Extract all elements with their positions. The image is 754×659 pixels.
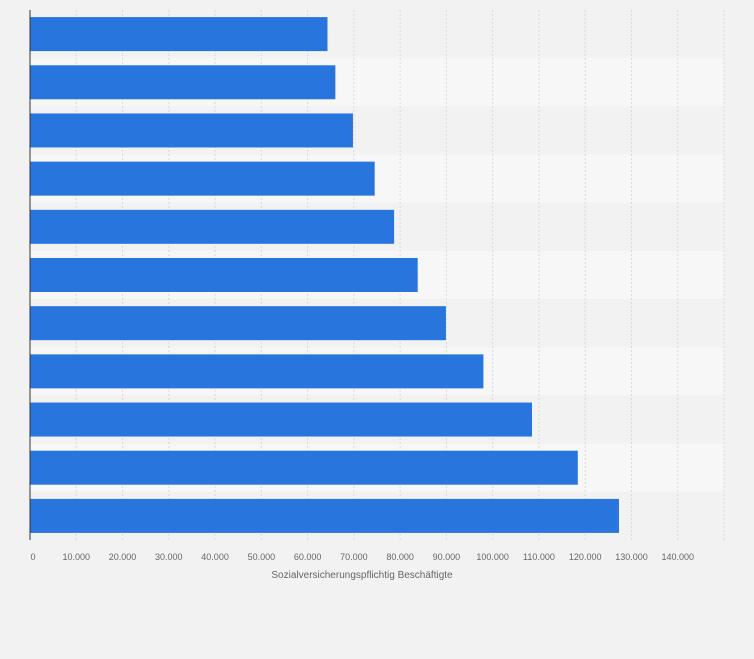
- x-tick-label: 10.000: [63, 552, 91, 562]
- x-tick-label: 60.000: [294, 552, 322, 562]
- bar: [30, 450, 578, 485]
- x-tick-label: 80.000: [386, 552, 414, 562]
- bar: [30, 17, 328, 52]
- bar: [30, 161, 375, 196]
- x-tick-label: 120.000: [569, 552, 602, 562]
- bar: [30, 402, 532, 437]
- x-tick-label: 140.000: [661, 552, 694, 562]
- x-tick-label: 40.000: [201, 552, 229, 562]
- bar: [30, 65, 336, 100]
- bar: [30, 498, 619, 533]
- bar: [30, 209, 395, 244]
- x-tick-label: 20.000: [109, 552, 137, 562]
- bar: [30, 306, 446, 341]
- x-tick-label: 130.000: [615, 552, 648, 562]
- x-tick-label: 90.000: [433, 552, 461, 562]
- x-tick-label: 50.000: [248, 552, 276, 562]
- x-tick-label: 110.000: [523, 552, 555, 562]
- x-axis-ticks: 0 10.000 20.000 30.000 40.000 50.000 60.000 70.…: [30, 552, 694, 562]
- bar: [30, 113, 353, 148]
- x-tick-label: 0: [30, 552, 35, 562]
- x-tick-label: 30.000: [155, 552, 183, 562]
- x-axis-title: Sozialversicherungspflichtig Beschäftigt…: [271, 570, 453, 581]
- bar: [30, 258, 418, 292]
- x-tick-label: 100.000: [476, 552, 509, 562]
- x-tick-label: 70.000: [340, 552, 368, 562]
- bars: [30, 17, 619, 533]
- bar: [30, 354, 484, 389]
